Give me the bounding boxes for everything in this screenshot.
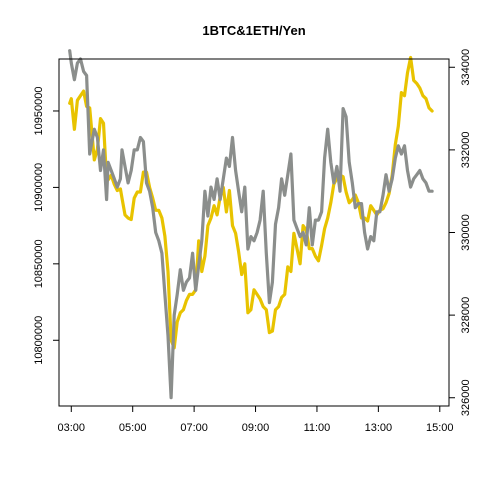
plot-frame [58,58,450,407]
x-tick-label: 09:00 [242,422,270,434]
chart-title: 1BTC&1ETH/Yen [202,23,305,38]
y-left-tick-label: 10850000 [33,239,45,288]
axes: 03:00 05:00 07:00 09:00 11:00 13:00 15:00 10800… [33,49,472,434]
y-right-tick-label: 332000 [460,132,472,169]
x-tick-label: 03:00 [58,422,86,434]
x-tick-label: 13:00 [365,422,393,434]
y-right-tick-label: 334000 [460,49,472,86]
x-tick-label: 05:00 [119,422,147,434]
y-left-tick-label: 10950000 [33,86,45,135]
x-tick-label: 07:00 [180,422,208,434]
plot-area [68,49,434,400]
y-right-tick-label: 330000 [460,214,472,251]
x-tick-label: 11:00 [304,422,331,434]
y-left-tick-label: 10800000 [33,316,45,365]
series-line-left-axis [68,55,434,350]
x-tick-label: 15:00 [426,422,454,434]
series-line-right-axis [68,49,434,400]
y-right-tick-label: 328000 [460,297,472,334]
y-right-tick-label: 326000 [460,379,472,416]
y-left-tick-label: 10900000 [33,163,45,212]
